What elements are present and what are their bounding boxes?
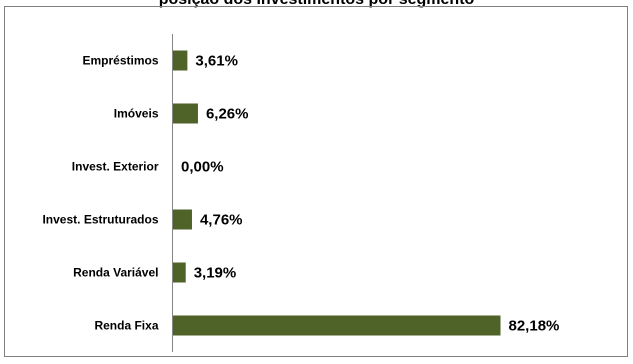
value-label-3: 4,76% <box>200 212 243 229</box>
chart-title: posição dos Investimentos por segmento <box>0 0 633 9</box>
bar-5 <box>173 315 501 336</box>
bar-1 <box>173 103 198 124</box>
value-label-2: 0,00% <box>181 159 224 176</box>
category-label-1: Imóveis <box>114 107 159 121</box>
bar-0 <box>173 50 188 71</box>
chart-frame <box>4 6 628 357</box>
category-label-2: Invest. Exterior <box>72 160 159 174</box>
category-label-3: Invest. Estruturados <box>42 213 158 227</box>
value-label-4: 3,19% <box>194 265 237 282</box>
value-label-1: 6,26% <box>206 106 249 123</box>
value-label-0: 3,61% <box>195 53 238 70</box>
category-label-4: Renda Variável <box>73 266 158 280</box>
bar-4 <box>173 262 186 283</box>
bar-3 <box>173 209 192 230</box>
category-label-0: Empréstimos <box>82 54 158 68</box>
category-label-5: Renda Fixa <box>94 319 158 333</box>
value-label-5: 82,18% <box>509 318 560 335</box>
